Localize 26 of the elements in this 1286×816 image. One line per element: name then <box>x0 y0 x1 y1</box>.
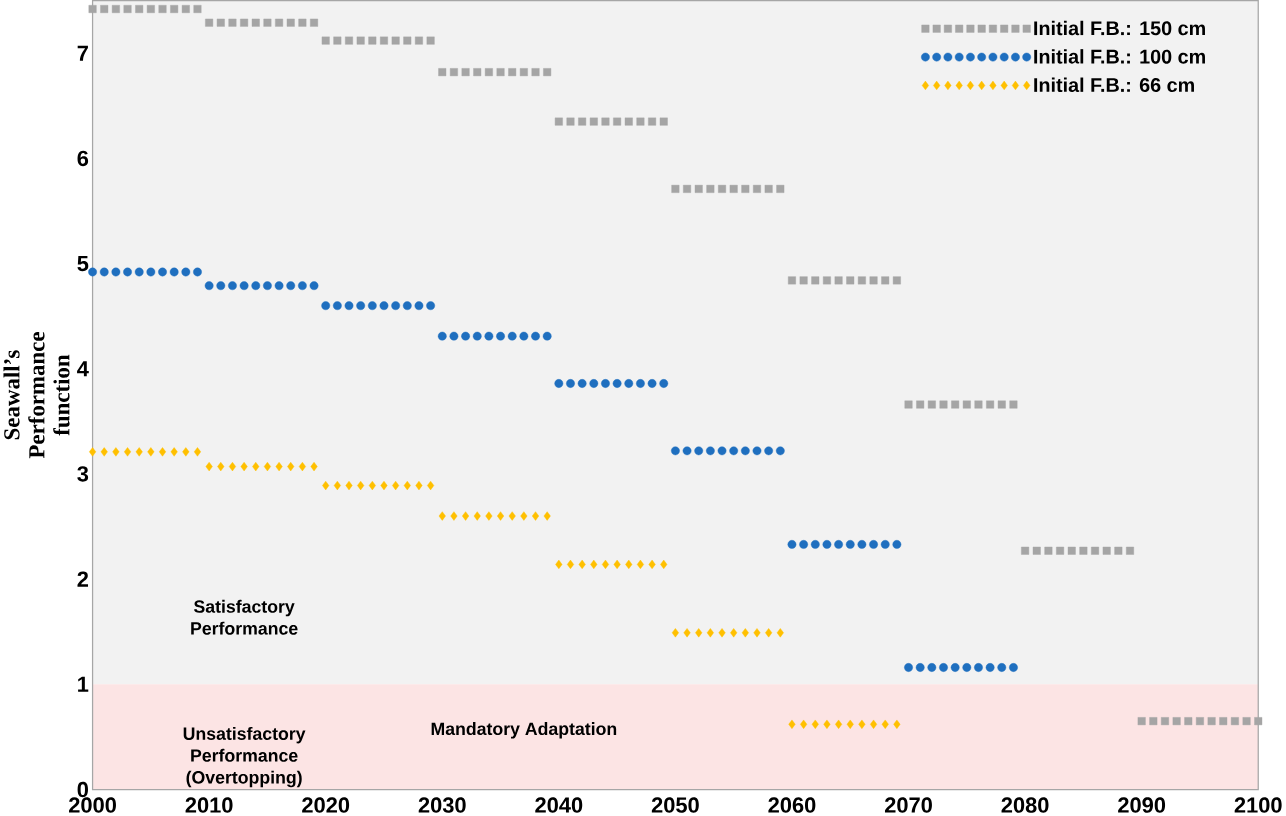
x-tick-label: 2030 <box>418 797 466 813</box>
x-tick-label: 2020 <box>302 797 350 813</box>
x-tick-label: 2000 <box>69 797 116 813</box>
annotation: Mandatory Adaptation <box>431 721 617 739</box>
x-tick-label: 2070 <box>884 797 932 813</box>
x-tick-label: 2090 <box>1118 797 1166 813</box>
y-tick-label: 2 <box>77 571 89 587</box>
y-tick-label: 0 <box>77 781 88 798</box>
x-tick-label: 2050 <box>651 797 699 813</box>
x-tick-label: 2060 <box>768 797 816 813</box>
legend-label: Initial F.B.: 66 cm <box>1034 77 1194 92</box>
x-tick-label: 2040 <box>535 797 583 813</box>
x-tick-label: 2080 <box>1001 797 1049 813</box>
x-tick-label: 2010 <box>185 797 233 813</box>
legend-label: Initial F.B.: 100 cm <box>1034 48 1205 64</box>
y-tick-label: 1 <box>78 676 89 692</box>
band-label: Unsatisfactory Performance (Overtopping) <box>183 726 306 788</box>
y-tick-label: 7 <box>77 45 88 61</box>
band-label: Satisfactory Performance <box>191 599 298 635</box>
legend-label: Initial F.B.: 150 cm <box>1034 20 1205 36</box>
x-tick-label: 2100 <box>1234 797 1282 813</box>
y-tick-label: 6 <box>77 150 89 166</box>
y-tick-label: 3 <box>77 466 89 482</box>
y-tick-label: 5 <box>77 255 89 272</box>
y-tick-label: 4 <box>77 361 89 377</box>
y-axis-title: Seawall’s Performance function <box>3 331 70 459</box>
